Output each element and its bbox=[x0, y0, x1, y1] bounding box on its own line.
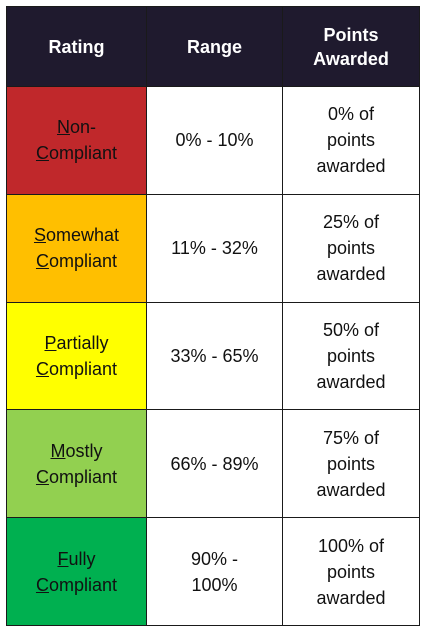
header-points-line1: Points bbox=[323, 24, 379, 45]
rating-line1: Partially bbox=[13, 330, 140, 356]
rating-initial-2: C bbox=[35, 574, 49, 595]
table-row: Non- Compliant 0% - 10% 0% of points awa… bbox=[6, 86, 420, 195]
table-row: Somewhat Compliant 11% - 32% 25% of poin… bbox=[6, 193, 420, 303]
rating-cell: Fully Compliant bbox=[6, 517, 147, 626]
rating-line1: Fully bbox=[13, 546, 140, 572]
points-line3: awarded bbox=[316, 587, 386, 608]
points-line2: points bbox=[326, 345, 376, 366]
range-line1: 90% - bbox=[190, 548, 239, 569]
rating-line2: Compliant bbox=[13, 248, 140, 274]
range-line1: 66% - 89% bbox=[170, 453, 259, 474]
header-range: Range bbox=[146, 6, 283, 87]
rating-cell: Mostly Compliant bbox=[6, 409, 147, 519]
rating-rest-2: ompliant bbox=[48, 574, 118, 595]
rating-rest-1: artially bbox=[56, 332, 109, 353]
points-line3: awarded bbox=[316, 371, 386, 392]
points-cell: 25% of points awarded bbox=[282, 193, 420, 303]
header-points-line2: Awarded bbox=[313, 48, 389, 69]
rating-line2: Compliant bbox=[13, 140, 140, 166]
rating-rest-1: ostly bbox=[65, 440, 103, 461]
rating-rest-2: ompliant bbox=[48, 466, 118, 487]
points-line1: 25% of bbox=[322, 212, 380, 233]
range-line1: 11% - 32% bbox=[171, 238, 258, 259]
points-line3: awarded bbox=[316, 264, 386, 285]
points-line3: awarded bbox=[316, 479, 386, 500]
table-header-row: Rating Range Points Awarded bbox=[6, 6, 420, 87]
rating-rest-1: on- bbox=[69, 117, 96, 138]
rating-initial-1: S bbox=[33, 225, 46, 246]
rating-initial-2: C bbox=[35, 251, 49, 272]
points-cell: 100% of points awarded bbox=[282, 517, 420, 626]
header-points-awarded: Points Awarded bbox=[282, 6, 420, 87]
points-line2: points bbox=[326, 453, 376, 474]
range-cell: 0% - 10% bbox=[146, 86, 283, 195]
rating-rest-2: ompliant bbox=[48, 358, 118, 379]
table-row: Fully Compliant 90% - 100% 100% of point… bbox=[6, 517, 420, 626]
rating-initial-2: C bbox=[35, 143, 49, 164]
header-rating: Rating bbox=[6, 6, 147, 87]
rating-cell: Partially Compliant bbox=[6, 301, 147, 411]
points-line3: awarded bbox=[316, 156, 386, 177]
rating-rest-1: ully bbox=[68, 548, 96, 569]
points-cell: 75% of points awarded bbox=[282, 409, 420, 519]
rating-cell: Non- Compliant bbox=[6, 86, 147, 195]
rating-line2: Compliant bbox=[13, 464, 140, 490]
rating-line1: Mostly bbox=[13, 438, 140, 464]
rating-initial-2: C bbox=[35, 358, 49, 379]
points-line2: points bbox=[326, 561, 376, 582]
points-line2: points bbox=[326, 238, 376, 259]
rating-rest-2: ompliant bbox=[48, 143, 118, 164]
points-line2: points bbox=[326, 130, 376, 151]
rating-initial-1: M bbox=[50, 440, 66, 461]
points-cell: 50% of points awarded bbox=[282, 301, 420, 411]
rating-line1: Non- bbox=[13, 114, 140, 140]
rating-rest-1: omewhat bbox=[45, 225, 120, 246]
points-cell: 0% of points awarded bbox=[282, 86, 420, 195]
points-line1: 50% of bbox=[322, 319, 380, 340]
rating-line1: Somewhat bbox=[13, 222, 140, 248]
points-line1: 0% of bbox=[327, 104, 375, 125]
rating-initial-1: N bbox=[56, 117, 70, 138]
points-line1: 75% of bbox=[322, 427, 380, 448]
range-line1: 0% - 10% bbox=[175, 130, 254, 151]
rating-line2: Compliant bbox=[13, 572, 140, 598]
table-row: Partially Compliant 33% - 65% 50% of poi… bbox=[6, 301, 420, 411]
range-line2: 100% bbox=[191, 574, 238, 595]
rating-initial-2: C bbox=[35, 466, 49, 487]
range-cell: 33% - 65% bbox=[146, 301, 283, 411]
range-cell: 11% - 32% bbox=[146, 193, 283, 303]
table-row: Mostly Compliant 66% - 89% 75% of points… bbox=[6, 409, 420, 519]
range-cell: 66% - 89% bbox=[146, 409, 283, 519]
rating-cell: Somewhat Compliant bbox=[6, 193, 147, 303]
rating-initial-1: F bbox=[57, 548, 69, 569]
compliance-rating-table: Rating Range Points Awarded Non- Complia… bbox=[6, 6, 420, 626]
rating-initial-1: P bbox=[44, 332, 57, 353]
range-cell: 90% - 100% bbox=[146, 517, 283, 626]
rating-line2: Compliant bbox=[13, 356, 140, 382]
points-line1: 100% of bbox=[317, 535, 385, 556]
rating-rest-2: ompliant bbox=[48, 251, 118, 272]
range-line1: 33% - 65% bbox=[170, 345, 259, 366]
